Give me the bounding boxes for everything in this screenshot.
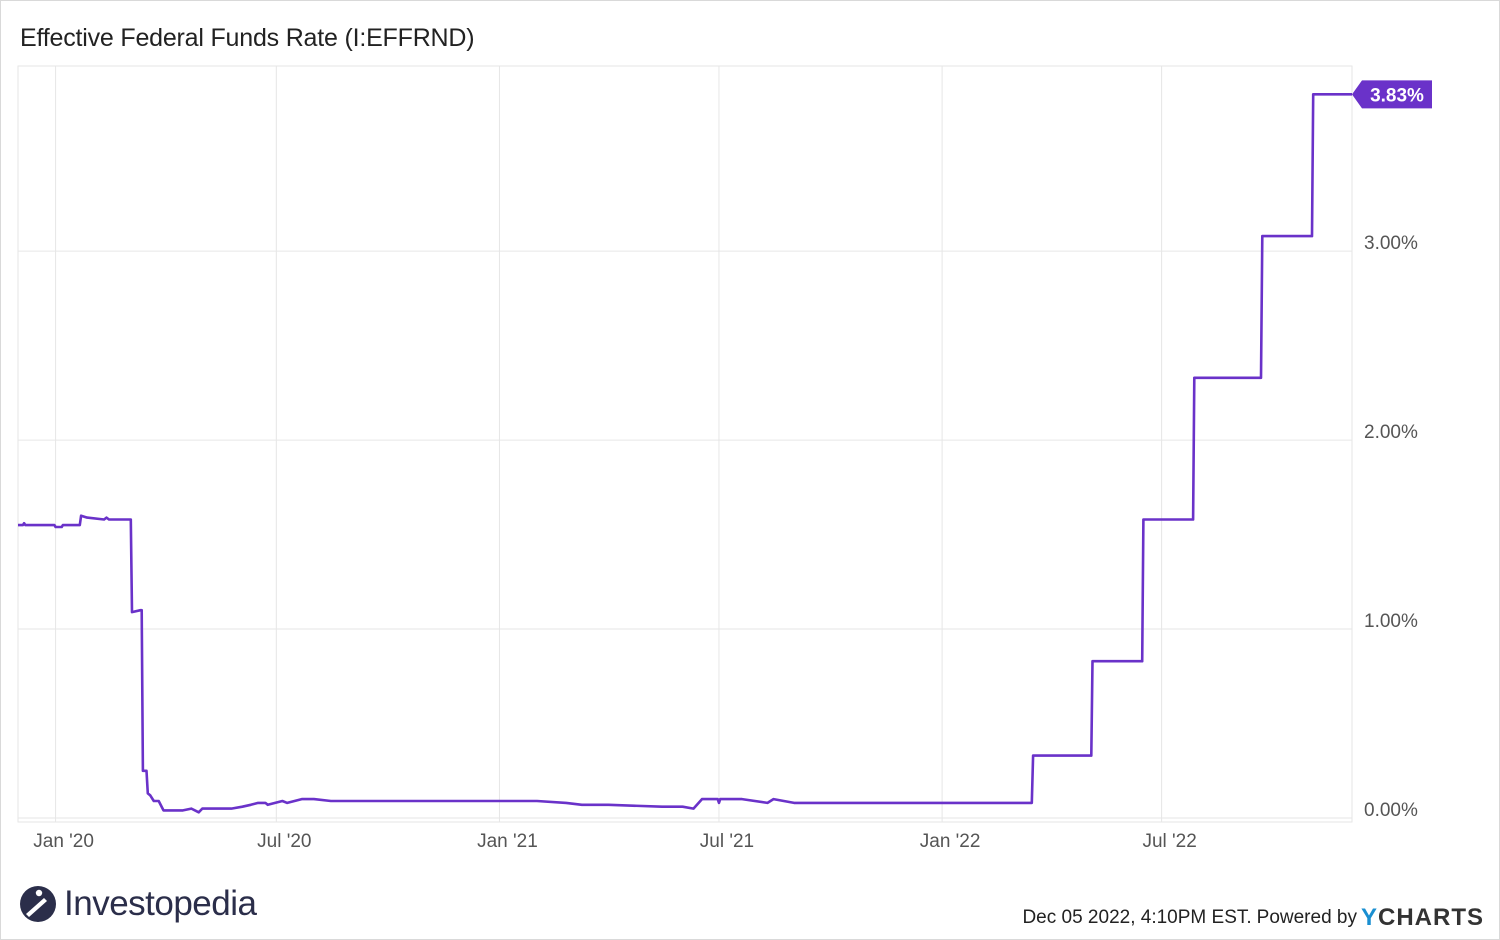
y-tick-label: 3.00% [1364,233,1418,254]
x-tick-label: Jan '20 [33,831,94,852]
series-layer [18,93,1352,814]
x-tick-label: Jan '21 [477,831,538,852]
ycharts-logo[interactable]: YCHARTS [1360,904,1484,931]
ycharts-logo-text: CHARTS [1378,904,1484,931]
investopedia-logo[interactable]: Investopedia [18,882,257,926]
last-value-label: 3.83% [1370,85,1424,106]
x-tick-label: Jan '22 [920,831,981,852]
grid-layer [17,65,1353,823]
y-tick-label: 1.00% [1364,611,1418,632]
powered-by-label: Powered by [1256,907,1357,928]
investopedia-logo-icon [20,886,56,922]
chart-title: Effective Federal Funds Rate (I:EFFRND) [20,24,475,52]
x-tick-label: Jul '22 [1142,831,1196,852]
last-value-badge [1352,80,1432,109]
y-tick-label: 2.00% [1364,422,1418,443]
plot-area-border [17,65,1353,823]
y-tick-label: 0.00% [1364,800,1418,821]
footer-attribution: Dec 05 2022, 4:10PM EST. Powered by YCHA… [1022,904,1484,932]
axis-layer: Jan '20 Jul '20 Jan '21 Jul '21 Jan '22 Jul '… [33,233,1418,852]
x-tick-label: Jul '21 [700,831,754,852]
brand-name: Investopedia [64,884,257,923]
series-line [18,93,1352,814]
last-value-layer: 3.83% [1352,80,1432,109]
x-tick-label: Jul '20 [257,831,311,852]
timestamp: Dec 05 2022, 4:10PM EST. [1022,907,1252,928]
